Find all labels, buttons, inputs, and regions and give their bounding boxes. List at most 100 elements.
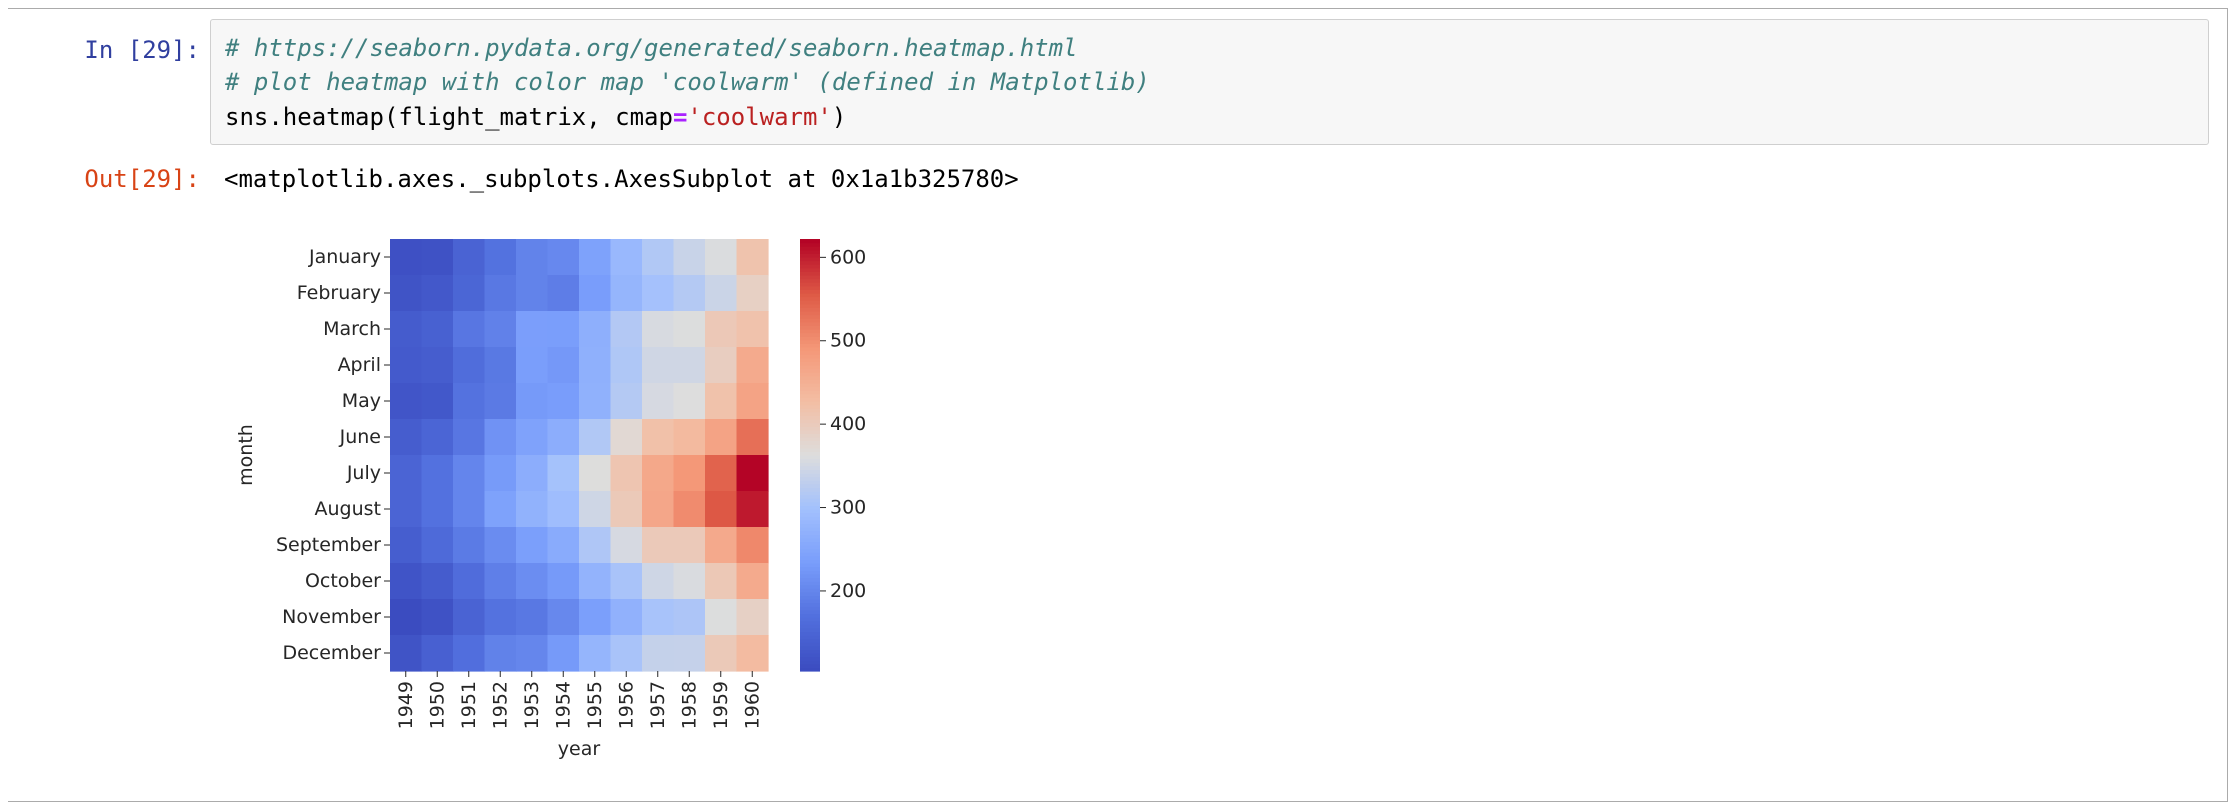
- heatmap-cell: [673, 311, 706, 348]
- colorbar-segment: [800, 422, 820, 427]
- colorbar-segment: [800, 429, 820, 434]
- y-tick-label: September: [276, 534, 381, 556]
- heatmap-cell: [390, 383, 423, 420]
- heatmap-cell: [516, 491, 549, 528]
- heatmap-cell: [579, 383, 612, 420]
- heatmap-cell: [484, 527, 517, 564]
- code-string: 'coolwarm': [687, 103, 832, 131]
- colorbar-segment: [800, 289, 820, 294]
- x-tick-label: 1955: [584, 681, 606, 729]
- colorbar-segment: [800, 577, 820, 582]
- colorbar-segment: [800, 555, 820, 560]
- colorbar-segment: [800, 541, 820, 546]
- colorbar-segment: [800, 627, 820, 632]
- colorbar-segment: [800, 606, 820, 611]
- heatmap-cell: [484, 599, 517, 636]
- code-comment-line-2: # plot heatmap with color map 'coolwarm'…: [225, 68, 1150, 96]
- heatmap-cell: [516, 563, 549, 600]
- colorbar-segment: [800, 519, 820, 524]
- heatmap-cell: [579, 599, 612, 636]
- x-tick-label: 1960: [741, 681, 763, 729]
- heatmap-cell: [673, 491, 706, 528]
- heatmap-x-tick-labels: 1949 1950 1951 1952 1953 1954 1955 1956 1957 1958…: [395, 671, 763, 729]
- heatmap-cell: [579, 347, 612, 384]
- colorbar-segment: [800, 581, 820, 586]
- x-tick-label: 1958: [678, 681, 700, 729]
- heatmap-cell: [705, 455, 738, 492]
- y-tick-label: January: [308, 246, 381, 268]
- heatmap-cell: [547, 347, 580, 384]
- heatmap-cell: [421, 455, 454, 492]
- heatmap-cell: [421, 491, 454, 528]
- colorbar-segment: [800, 501, 820, 506]
- colorbar-segment: [800, 602, 820, 607]
- colorbar-segment: [800, 260, 820, 265]
- heatmap-cell: [516, 419, 549, 456]
- heatmap-cell: [579, 311, 612, 348]
- heatmap-cell: [484, 275, 517, 312]
- heatmap-cell: [484, 455, 517, 492]
- heatmap-cell: [421, 419, 454, 456]
- heatmap-cell: [453, 347, 486, 384]
- x-tick-label: 1956: [615, 681, 637, 729]
- output-prompt: Out[29]:: [84, 165, 200, 193]
- heatmap-cell: [736, 599, 769, 636]
- heatmap-cell: [610, 599, 643, 636]
- colorbar-segment: [800, 635, 820, 640]
- heatmap-cell: [579, 239, 612, 276]
- heatmap-cell: [547, 239, 580, 276]
- colorbar-segment: [800, 483, 820, 488]
- input-prompt: In [29]:: [84, 36, 200, 64]
- heatmap-cell: [453, 311, 486, 348]
- colorbar-tick-label: 300: [830, 497, 866, 519]
- colorbar-segment: [800, 613, 820, 618]
- colorbar-segment: [800, 246, 820, 251]
- colorbar-segment: [800, 343, 820, 348]
- x-tick-label: 1949: [395, 681, 417, 729]
- heatmap-cell: [673, 383, 706, 420]
- x-tick-label: 1952: [489, 681, 511, 729]
- heatmap-cell: [673, 527, 706, 564]
- heatmap-cell: [736, 419, 769, 456]
- colorbar-segment: [800, 365, 820, 370]
- colorbar-segment: [800, 476, 820, 481]
- heatmap-cell: [547, 599, 580, 636]
- colorbar-segment: [800, 584, 820, 589]
- colorbar-segment: [800, 411, 820, 416]
- heatmap-cell: [705, 311, 738, 348]
- colorbar-segment: [800, 404, 820, 409]
- heatmap-cell: [421, 311, 454, 348]
- colorbar-segment: [800, 563, 820, 568]
- heatmap-cell: [390, 311, 423, 348]
- heatmap-cell: [642, 455, 675, 492]
- heatmap-cell: [547, 383, 580, 420]
- colorbar-segment: [800, 293, 820, 298]
- heatmap-cell: [705, 347, 738, 384]
- heatmap-cell: [453, 455, 486, 492]
- colorbar-segment: [800, 523, 820, 528]
- colorbar-segment: [800, 332, 820, 337]
- code-input-area[interactable]: # https://seaborn.pydata.org/generated/s…: [210, 19, 2209, 145]
- heatmap-cell: [516, 599, 549, 636]
- colorbar-segment: [800, 469, 820, 474]
- heatmap-cell: [673, 347, 706, 384]
- y-tick-label: November: [282, 606, 381, 628]
- colorbar-segment: [800, 494, 820, 499]
- colorbar-segment: [800, 383, 820, 388]
- colorbar-segment: [800, 264, 820, 269]
- colorbar-segment: [800, 595, 820, 600]
- heatmap-cell: [484, 383, 517, 420]
- colorbar-segment: [800, 379, 820, 384]
- colorbar-segment: [800, 239, 820, 244]
- colorbar-segment: [800, 465, 820, 470]
- y-tick-label: May: [342, 390, 381, 412]
- output-text: <matplotlib.axes._subplots.AxesSubplot a…: [224, 165, 1019, 193]
- colorbar-segment: [800, 473, 820, 478]
- colorbar-segment: [800, 397, 820, 402]
- colorbar-segment: [800, 393, 820, 398]
- heatmap-cell: [610, 455, 643, 492]
- colorbar-segment: [800, 271, 820, 276]
- colorbar-segment: [800, 372, 820, 377]
- heatmap-cell: [516, 527, 549, 564]
- heatmap-cell: [547, 455, 580, 492]
